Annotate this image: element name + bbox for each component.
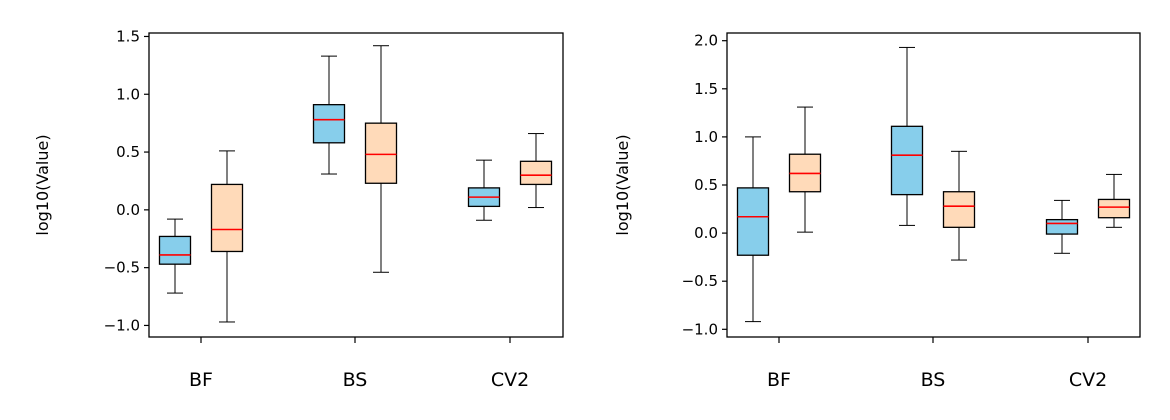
box-bf-series-2 bbox=[210, 150, 244, 323]
y-tick-label: 0.5 bbox=[694, 176, 718, 194]
box-bs-series-2 bbox=[942, 150, 976, 261]
box-cv2-series-2 bbox=[519, 133, 553, 209]
box-bs-series-1 bbox=[890, 46, 924, 226]
iqr-box bbox=[736, 187, 770, 256]
y-tick-label: 1.5 bbox=[694, 80, 718, 98]
iqr-box bbox=[519, 160, 553, 186]
box-bs-series-2 bbox=[364, 45, 398, 273]
plot-frame bbox=[148, 32, 564, 338]
right-boxplot-panel: −1.0 −0.5 0.0 0.5 1.0 1.5 2.0 BF BS CV2 log10(Valu… bbox=[613, 32, 1141, 391]
box-cv2-series-1 bbox=[467, 159, 501, 221]
box-bf-series-1 bbox=[736, 136, 770, 323]
y-tick-label: 2.0 bbox=[694, 32, 718, 50]
y-tick-label: −0.5 bbox=[104, 259, 140, 277]
y-tick-label: 1.0 bbox=[694, 128, 718, 146]
iqr-box bbox=[364, 122, 398, 184]
y-axis-title: log10(Value) bbox=[613, 134, 632, 235]
iqr-box bbox=[312, 104, 346, 144]
iqr-box bbox=[210, 183, 244, 253]
y-tick-label: 1.5 bbox=[116, 27, 140, 45]
x-category-label: BF bbox=[189, 369, 213, 391]
iqr-box bbox=[890, 125, 924, 196]
y-tick-label: 0.0 bbox=[116, 201, 140, 219]
y-tick-label: 0.0 bbox=[694, 224, 718, 242]
x-category-label: BS bbox=[343, 369, 368, 391]
box-cv2-series-2 bbox=[1097, 173, 1131, 228]
left-boxplot-panel: −1.0 −0.5 0.0 0.5 1.0 1.5 BF BS CV2 log10(Value) bbox=[33, 27, 564, 391]
box-bs-series-1 bbox=[312, 55, 346, 175]
iqr-box bbox=[158, 235, 192, 265]
y-tick-label: −1.0 bbox=[682, 320, 718, 338]
x-category-label: CV2 bbox=[1069, 369, 1107, 391]
y-tick-label: 0.5 bbox=[116, 143, 140, 161]
iqr-box bbox=[942, 191, 976, 228]
x-category-label: BS bbox=[921, 369, 946, 391]
y-tick-label: −0.5 bbox=[682, 272, 718, 290]
x-category-label: CV2 bbox=[491, 369, 529, 391]
y-tick-label: −1.0 bbox=[104, 316, 140, 334]
box-cv2-series-1 bbox=[1045, 199, 1079, 254]
y-tick-label: 1.0 bbox=[116, 85, 140, 103]
iqr-box bbox=[1097, 198, 1131, 219]
y-axis-title: log10(Value) bbox=[33, 134, 52, 235]
x-category-label: BF bbox=[767, 369, 791, 391]
box-bf-series-2 bbox=[788, 106, 822, 233]
box-bf-series-1 bbox=[158, 218, 192, 294]
iqr-box bbox=[1045, 218, 1079, 235]
